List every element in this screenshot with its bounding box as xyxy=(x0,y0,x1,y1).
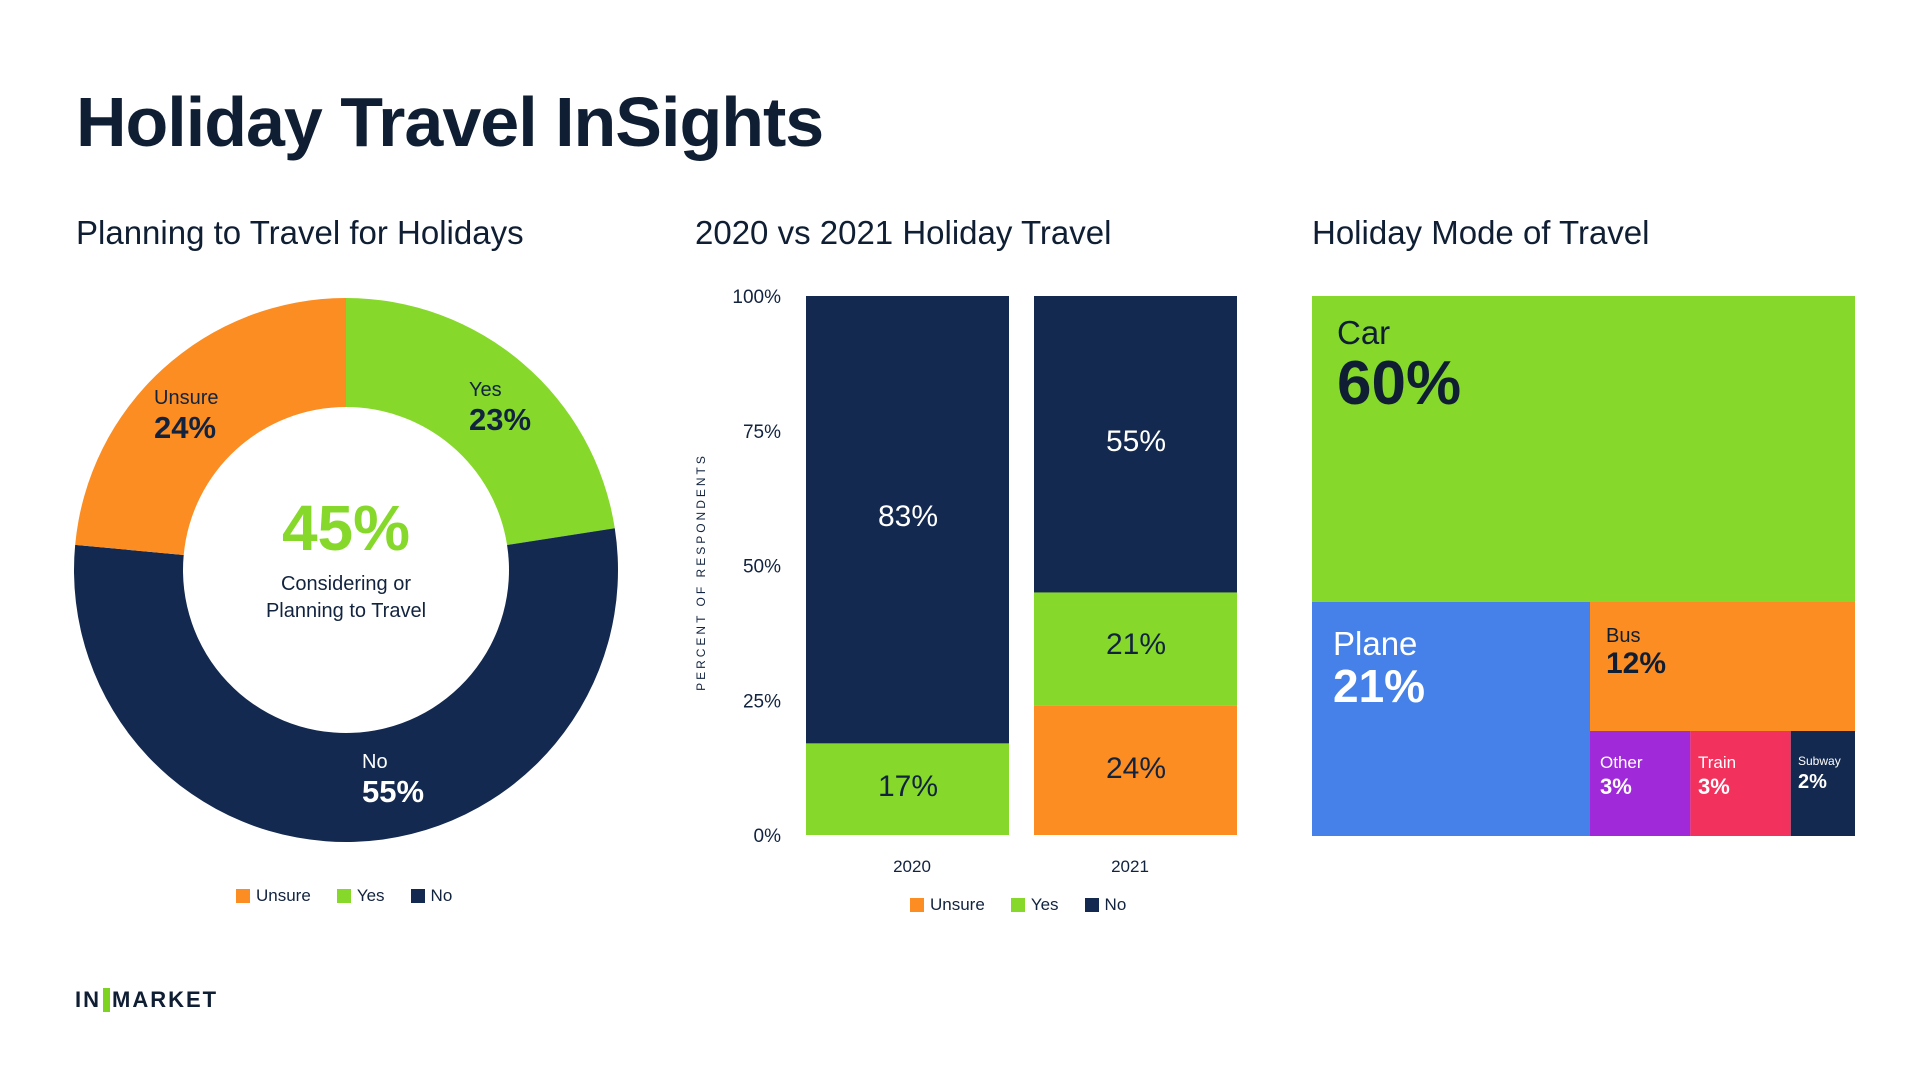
treemap-tile-bus xyxy=(1590,602,1855,731)
legend-item-no: No xyxy=(410,886,453,906)
legend-label-no: No xyxy=(1104,895,1127,914)
bar-label-2021-unsure: 24% xyxy=(1106,752,1166,785)
donut-value-unsure: 24% xyxy=(154,410,216,445)
treemap-tile-car xyxy=(1312,296,1855,602)
treemap-label-other: Other xyxy=(1600,753,1643,772)
legend-item-yes: Yes xyxy=(1010,895,1059,915)
donut-value-no: 55% xyxy=(362,774,424,809)
donut-legend: Unsure Yes No xyxy=(236,886,452,906)
bar-2021-no xyxy=(1034,296,1237,593)
treemap-tile-train xyxy=(1690,731,1791,836)
donut-chart-title: Planning to Travel for Holidays xyxy=(76,214,524,251)
treemap-label-plane: Plane xyxy=(1333,625,1417,662)
bar-label-2021-no: 55% xyxy=(1106,425,1166,458)
legend-item-no: No xyxy=(1084,895,1127,915)
bar-2021-unsure xyxy=(1034,705,1237,835)
treemap-tile-subway xyxy=(1790,731,1855,836)
donut-label-yes: Yes xyxy=(469,379,502,401)
legend-swatch-yes xyxy=(1010,898,1025,912)
legend-label-unsure: Unsure xyxy=(256,886,311,905)
donut-label-no: No xyxy=(362,751,388,773)
legend-label-yes: Yes xyxy=(1030,895,1059,914)
treemap-label-bus: Bus xyxy=(1606,625,1640,647)
treemap-tile-other xyxy=(1590,731,1691,836)
x-tick-2020: 2020 xyxy=(893,857,931,876)
legend-label-no: No xyxy=(430,886,453,905)
y-tick-50: 50% xyxy=(743,557,781,578)
logo-bar-icon xyxy=(103,988,110,1012)
treemap-value-train: 3% xyxy=(1698,774,1730,799)
treemap-chart-title: Holiday Mode of Travel xyxy=(1312,214,1650,251)
y-axis-label: PERCENT OF RESPONDENTS xyxy=(694,453,708,691)
legend-swatch-yes xyxy=(336,889,351,903)
legend-label-unsure: Unsure xyxy=(930,895,985,914)
legend-swatch-no xyxy=(1084,898,1099,912)
treemap-label-subway: Subway xyxy=(1798,754,1841,768)
page-title: Holiday Travel InSights xyxy=(76,83,824,161)
bar-2020-no xyxy=(806,296,1009,744)
treemap-value-subway: 2% xyxy=(1798,771,1827,793)
legend-swatch-unsure xyxy=(910,898,924,912)
legend-item-yes: Yes xyxy=(336,886,385,906)
legend-item-unsure: Unsure xyxy=(236,886,311,906)
legend-item-unsure: Unsure xyxy=(910,895,985,915)
bar-label-2021-yes: 21% xyxy=(1106,628,1166,661)
donut-value-yes: 23% xyxy=(469,402,531,437)
donut-center-value: 45% xyxy=(282,492,410,564)
inmarket-logo: IN MARKET xyxy=(75,987,218,1013)
treemap-tile-plane xyxy=(1312,602,1590,836)
donut-label-unsure: Unsure xyxy=(154,387,218,409)
legend-label-yes: Yes xyxy=(356,886,385,905)
treemap-value-other: 3% xyxy=(1600,774,1632,799)
donut-center-label: Considering or Planning to Travel xyxy=(265,573,427,622)
logo-text-right: MARKET xyxy=(112,987,219,1012)
bar-label-2020-yes: 17% xyxy=(878,770,938,803)
stacked-legend: Unsure Yes No xyxy=(910,895,1126,915)
y-tick-100: 100% xyxy=(732,287,781,308)
y-tick-25: 25% xyxy=(743,691,781,712)
treemap-value-car: 60% xyxy=(1337,349,1461,418)
treemap-label-train: Train xyxy=(1698,753,1736,772)
treemap-value-plane: 21% xyxy=(1333,660,1425,712)
treemap-value-bus: 12% xyxy=(1606,647,1666,680)
treemap-label-car: Car xyxy=(1337,314,1390,351)
bar-2020-yes xyxy=(806,743,1009,835)
legend-swatch-unsure xyxy=(236,889,250,903)
donut-slice-unsure xyxy=(75,298,346,555)
donut-slice-no xyxy=(73,528,618,843)
y-tick-0: 0% xyxy=(754,826,782,847)
legend-swatch-no xyxy=(410,889,425,903)
bar-label-2020-no: 83% xyxy=(878,500,938,533)
y-tick-75: 75% xyxy=(743,422,781,443)
donut-slice-yes xyxy=(346,298,615,545)
stacked-chart-title: 2020 vs 2021 Holiday Travel xyxy=(695,214,1112,251)
bar-2021-yes xyxy=(1034,592,1237,706)
x-tick-2021: 2021 xyxy=(1111,857,1149,876)
logo-text-left: IN xyxy=(75,987,101,1012)
